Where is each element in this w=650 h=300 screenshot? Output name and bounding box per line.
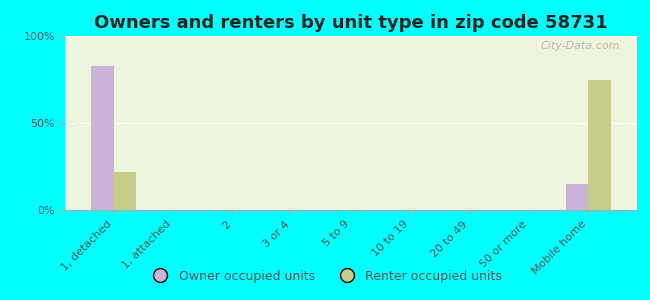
Title: Owners and renters by unit type in zip code 58731: Owners and renters by unit type in zip c… xyxy=(94,14,608,32)
Bar xyxy=(114,172,136,210)
Text: City-Data.com: City-Data.com xyxy=(540,41,620,51)
Legend: Owner occupied units, Renter occupied units: Owner occupied units, Renter occupied un… xyxy=(143,265,507,288)
Bar xyxy=(566,184,588,210)
Bar xyxy=(91,66,114,210)
Bar xyxy=(588,80,611,210)
